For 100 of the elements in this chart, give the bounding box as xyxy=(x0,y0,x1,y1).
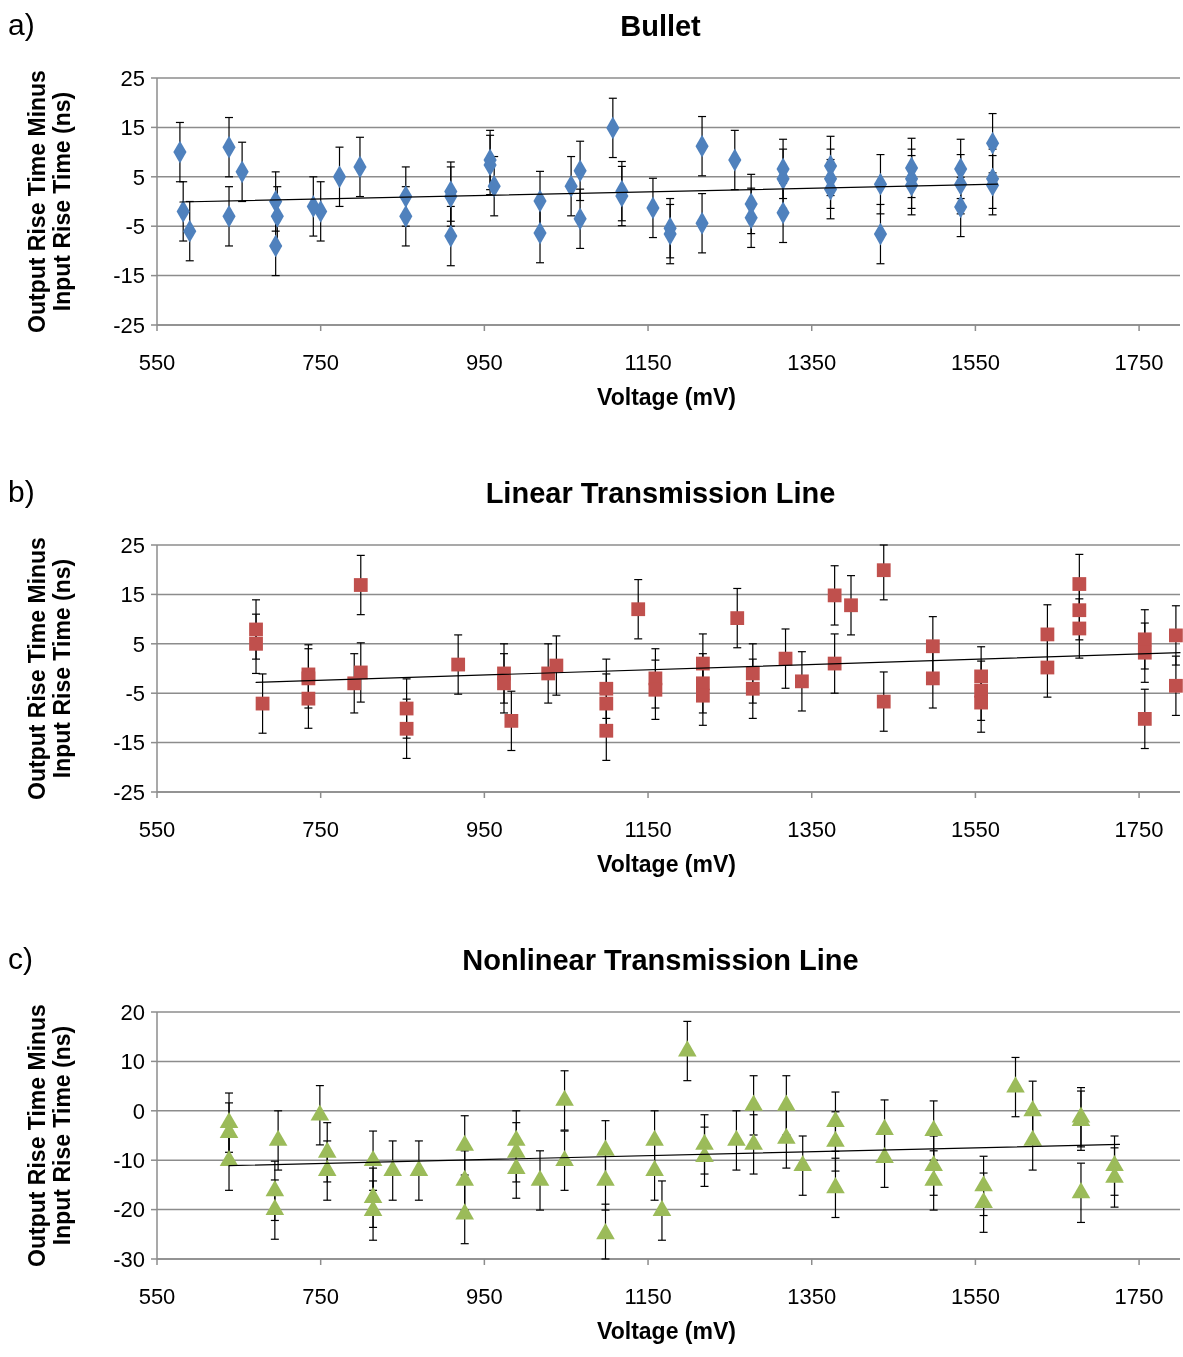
point xyxy=(268,1129,288,1146)
point xyxy=(645,1159,664,1176)
point xyxy=(599,681,614,696)
point xyxy=(876,694,891,709)
y-tick-label: 25 xyxy=(120,532,145,558)
y-tick-label: 20 xyxy=(120,999,145,1025)
x-tick-label: 950 xyxy=(466,1284,503,1309)
x-tick-label: 1550 xyxy=(950,350,1000,375)
point xyxy=(301,691,316,706)
y-tick-label: -5 xyxy=(125,680,145,706)
point xyxy=(599,696,614,711)
point xyxy=(317,1141,337,1158)
point xyxy=(645,1129,664,1146)
point xyxy=(745,681,760,696)
x-tick-label: 950 xyxy=(466,350,503,375)
point xyxy=(363,1187,383,1204)
point xyxy=(652,1199,672,1216)
y-tick-label: 15 xyxy=(120,582,145,608)
x-tick-label: 550 xyxy=(138,350,176,375)
point xyxy=(875,1146,894,1164)
x-tick-label: 1350 xyxy=(787,817,837,842)
point xyxy=(596,1169,615,1186)
point xyxy=(219,1149,239,1167)
chart-title: Linear Transmission Line xyxy=(485,477,836,509)
point xyxy=(1040,660,1055,675)
point xyxy=(777,1127,796,1144)
point xyxy=(555,1149,574,1167)
point xyxy=(631,602,646,617)
point xyxy=(1072,577,1087,591)
y-tick-label: 0 xyxy=(132,1098,145,1124)
point xyxy=(265,1198,285,1215)
x-tick-label: 1150 xyxy=(624,1284,672,1309)
point xyxy=(249,636,263,651)
point xyxy=(974,1191,993,1209)
point xyxy=(730,611,745,625)
point xyxy=(555,1089,574,1106)
point xyxy=(353,578,368,592)
point xyxy=(827,588,842,603)
text: a) xyxy=(8,8,35,41)
point xyxy=(1169,628,1183,643)
point xyxy=(504,713,519,728)
point xyxy=(745,666,760,681)
point xyxy=(844,598,858,613)
y-tick-label: -25 xyxy=(113,779,145,805)
x-tick-label: 750 xyxy=(302,817,340,842)
point xyxy=(727,1129,746,1146)
point xyxy=(549,658,564,673)
point xyxy=(826,1110,845,1128)
y-tick-label: -5 xyxy=(125,213,145,239)
x-tick-label: 1350 xyxy=(787,1284,837,1309)
point xyxy=(777,1094,796,1111)
point xyxy=(317,1159,337,1176)
y-tick-label: -15 xyxy=(113,263,145,289)
point xyxy=(409,1159,429,1176)
point xyxy=(1023,1100,1042,1117)
point xyxy=(506,1129,526,1146)
point xyxy=(876,563,891,578)
point xyxy=(1071,1182,1091,1199)
point xyxy=(695,1133,714,1150)
point xyxy=(795,674,809,689)
point xyxy=(399,701,414,716)
x-tick-label: 1750 xyxy=(1114,1284,1164,1309)
point xyxy=(596,1223,615,1240)
point xyxy=(744,1133,763,1150)
point xyxy=(455,1134,475,1151)
point xyxy=(875,1118,894,1135)
y-tick-label: -20 xyxy=(113,1197,145,1223)
y-tick-label: -25 xyxy=(113,312,145,338)
point xyxy=(974,669,989,684)
point xyxy=(744,1094,763,1111)
x-tick-label: 1550 xyxy=(950,1284,1000,1309)
x-axis-title: Voltage (mV) xyxy=(597,1318,736,1344)
point xyxy=(599,723,614,738)
chart-title: Nonlinear Transmission Line xyxy=(462,944,859,976)
point xyxy=(497,676,511,691)
point xyxy=(1006,1076,1025,1093)
point xyxy=(506,1157,526,1174)
y-tick-label: 15 xyxy=(120,115,145,141)
x-axis-title: Voltage (mV) xyxy=(597,384,736,410)
point xyxy=(530,1169,550,1186)
point xyxy=(265,1180,285,1197)
point xyxy=(974,1175,993,1192)
point xyxy=(1072,603,1087,618)
point xyxy=(925,671,940,686)
point xyxy=(455,1169,475,1186)
point xyxy=(826,1177,845,1194)
point xyxy=(451,657,466,672)
point xyxy=(249,622,263,637)
point xyxy=(925,639,940,654)
point xyxy=(695,676,710,691)
x-tick-label: 1550 xyxy=(950,817,1000,842)
point xyxy=(826,1130,845,1147)
y-axis-title: Output Rise Time Minus Input Rise Time (ns) xyxy=(24,1004,75,1267)
point xyxy=(310,1104,330,1121)
y-tick-label: -30 xyxy=(113,1246,145,1272)
y-axis-title: Output Rise Time Minus Input Rise Time (ns) xyxy=(24,70,75,333)
x-tick-label: 1150 xyxy=(624,817,672,842)
point xyxy=(399,721,414,736)
y-tick-label: -10 xyxy=(113,1147,145,1173)
x-tick-label: 1750 xyxy=(1114,817,1164,842)
